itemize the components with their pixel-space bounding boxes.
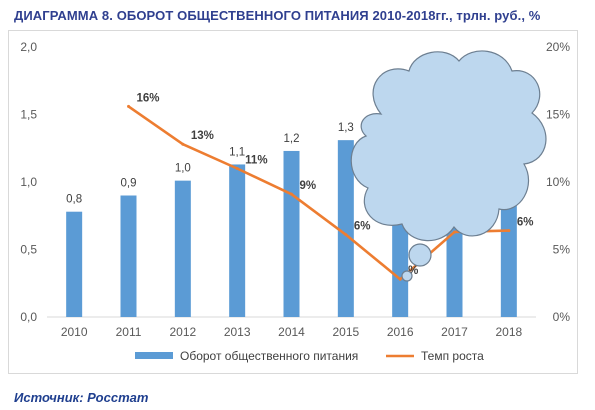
y-left-tick-label: 0,5 (20, 243, 37, 257)
chart-axes: 0,0 0,5 1,0 1,5 2,0 0% 5% 10% 15% 20% 2010 2011 2012… (20, 40, 570, 339)
legend-line-label: Темп роста (421, 349, 484, 363)
thought-bubble-medium (408, 243, 432, 267)
x-tick-label: 2017 (441, 325, 468, 339)
y-right-tick-label: 20% (546, 40, 570, 54)
line-data-label: 9% (300, 180, 317, 192)
line-data-label: % (408, 265, 418, 277)
y-right-tick-label: 15% (546, 108, 570, 122)
x-tick-label: 2011 (116, 325, 142, 339)
chart-legend: Оборот общественного питания Темп роста (135, 349, 484, 363)
line-series: 16% 13% 11% 9% 6%% 6% (127, 92, 534, 281)
bar (229, 164, 246, 317)
x-tick-label: 2016 (387, 325, 414, 339)
line-point (290, 192, 293, 196)
y-left-tick-label: 1,0 (20, 175, 37, 189)
y-right-tick-label: 0% (553, 310, 571, 324)
y-right-tick-label: 10% (546, 175, 570, 189)
line-data-label: 16% (137, 92, 160, 104)
line-point (127, 104, 130, 108)
growth-rate-line (127, 105, 509, 281)
bar-data-label: 1,2 (284, 133, 300, 145)
legend-bar-label: Оборот общественного питания (180, 349, 358, 363)
bar-data-label: 1,3 (338, 122, 354, 134)
chart-title: ДИАГРАММА 8. ОБОРОТ ОБЩЕСТВЕННОГО ПИТАНИ… (14, 8, 541, 23)
bar-data-label: 1,0 (175, 163, 191, 175)
line-point (344, 233, 348, 237)
x-tick-label: 2010 (61, 325, 88, 339)
bar (283, 150, 300, 317)
chart-svg: 0,0 0,5 1,0 1,5 2,0 0% 5% 10% 15% 20% 2010 2011 2012… (20, 40, 570, 363)
line-data-label: 6% (354, 221, 371, 233)
bar-data-label: 0,8 (66, 194, 82, 206)
y-left-tick-label: 2,0 (20, 40, 37, 54)
thought-bubble-small (401, 270, 413, 282)
line-point (453, 230, 456, 234)
x-tick-label: 2012 (169, 325, 196, 339)
x-tick-label: 2018 (495, 325, 522, 339)
chart-frame: 0,0 0,5 1,0 1,5 2,0 0% 5% 10% 15% 20% 2010 2011 2012… (8, 30, 578, 374)
bar (66, 211, 83, 317)
bar-data-label: 0,9 (121, 178, 137, 190)
y-left-tick-label: 0,0 (20, 310, 37, 324)
line-point (235, 167, 239, 170)
line-point (507, 229, 511, 233)
x-tick-label: 2013 (224, 325, 251, 339)
y-left-tick-label: 1,5 (20, 108, 37, 122)
legend-bar-swatch (135, 352, 173, 359)
line-data-label: 11% (245, 155, 267, 167)
line-data-label: 6% (517, 217, 534, 229)
line-point (181, 142, 185, 146)
cloud-overlay (350, 50, 547, 282)
bar (120, 195, 137, 317)
line-point (398, 277, 402, 281)
bar (174, 180, 191, 317)
line-data-label: 13% (191, 130, 214, 142)
thought-cloud (350, 50, 547, 242)
source-note: Источник: Росстат (14, 390, 149, 405)
x-tick-label: 2015 (332, 325, 359, 339)
y-right-tick-label: 5% (553, 243, 571, 257)
x-tick-label: 2014 (278, 325, 305, 339)
bar (337, 140, 354, 317)
bar-data-label: 1,1 (229, 146, 245, 158)
